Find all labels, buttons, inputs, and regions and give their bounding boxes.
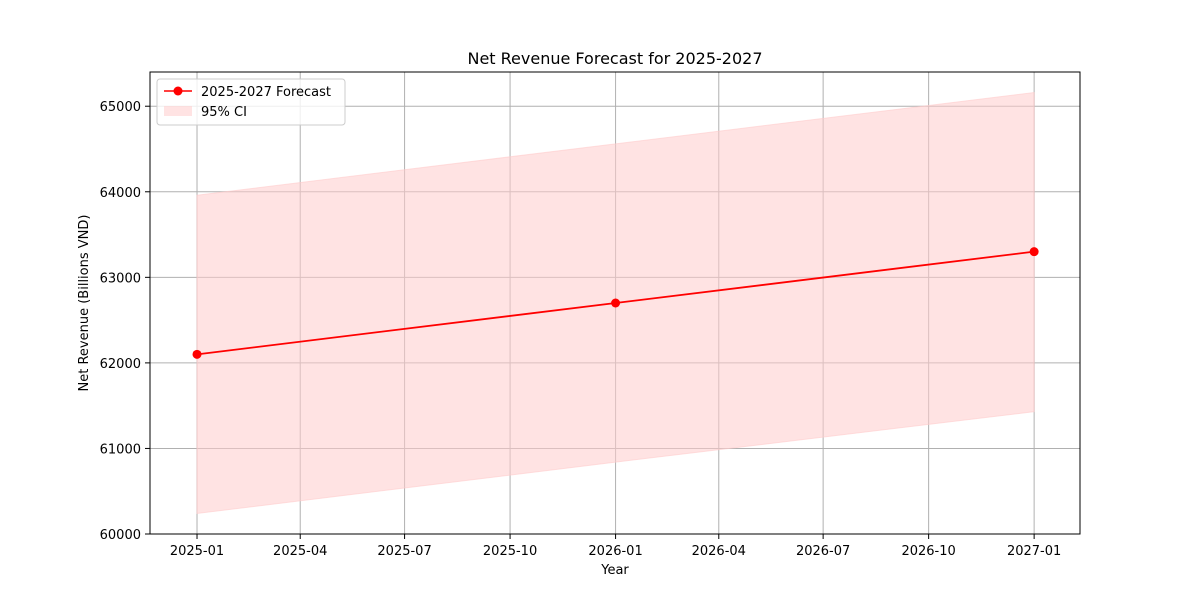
chart-title: Net Revenue Forecast for 2025-2027: [467, 49, 762, 68]
y-tick-label: 63000: [100, 271, 141, 286]
x-tick-label: 2026-01: [588, 544, 642, 559]
data-point-marker: [192, 349, 202, 359]
x-tick-label: 2026-10: [901, 544, 955, 559]
x-tick-label: 2025-01: [170, 544, 224, 559]
x-axis-ticks: 2025-01 2025-04 2025-07 2025-10 2026-01 2026-…: [170, 534, 1061, 559]
legend-band-swatch: [164, 106, 192, 116]
plot-area-frame: [149, 71, 1081, 535]
y-tick-label: 61000: [100, 442, 141, 457]
legend-marker-swatch: [173, 86, 183, 96]
x-axis-label: Year: [600, 563, 629, 578]
y-axis-ticks: 60000 61000 62000 63000 64000 65000: [100, 100, 150, 543]
data-point-marker: [611, 298, 621, 308]
series-marker-layer: [192, 247, 1039, 359]
x-tick-label: 2027-01: [1007, 544, 1061, 559]
legend-label-ci: 95% CI: [201, 105, 247, 120]
legend: 2025-2027 Forecast 95% CI: [156, 78, 346, 126]
legend-label-forecast: 2025-2027 Forecast: [201, 85, 331, 100]
x-tick-label: 2025-04: [273, 544, 327, 559]
y-tick-label: 62000: [100, 357, 141, 372]
y-tick-label: 60000: [100, 528, 141, 543]
legend-frame: [156, 78, 346, 126]
y-tick-label: 65000: [100, 100, 141, 115]
y-tick-label: 64000: [100, 186, 141, 201]
x-tick-label: 2026-04: [692, 544, 746, 559]
x-tick-label: 2025-10: [483, 544, 537, 559]
x-tick-label: 2026-07: [796, 544, 850, 559]
x-tick-label: 2025-07: [377, 544, 431, 559]
data-point-marker: [1029, 247, 1039, 257]
y-axis-label: Net Revenue (Billions VND): [77, 215, 92, 392]
